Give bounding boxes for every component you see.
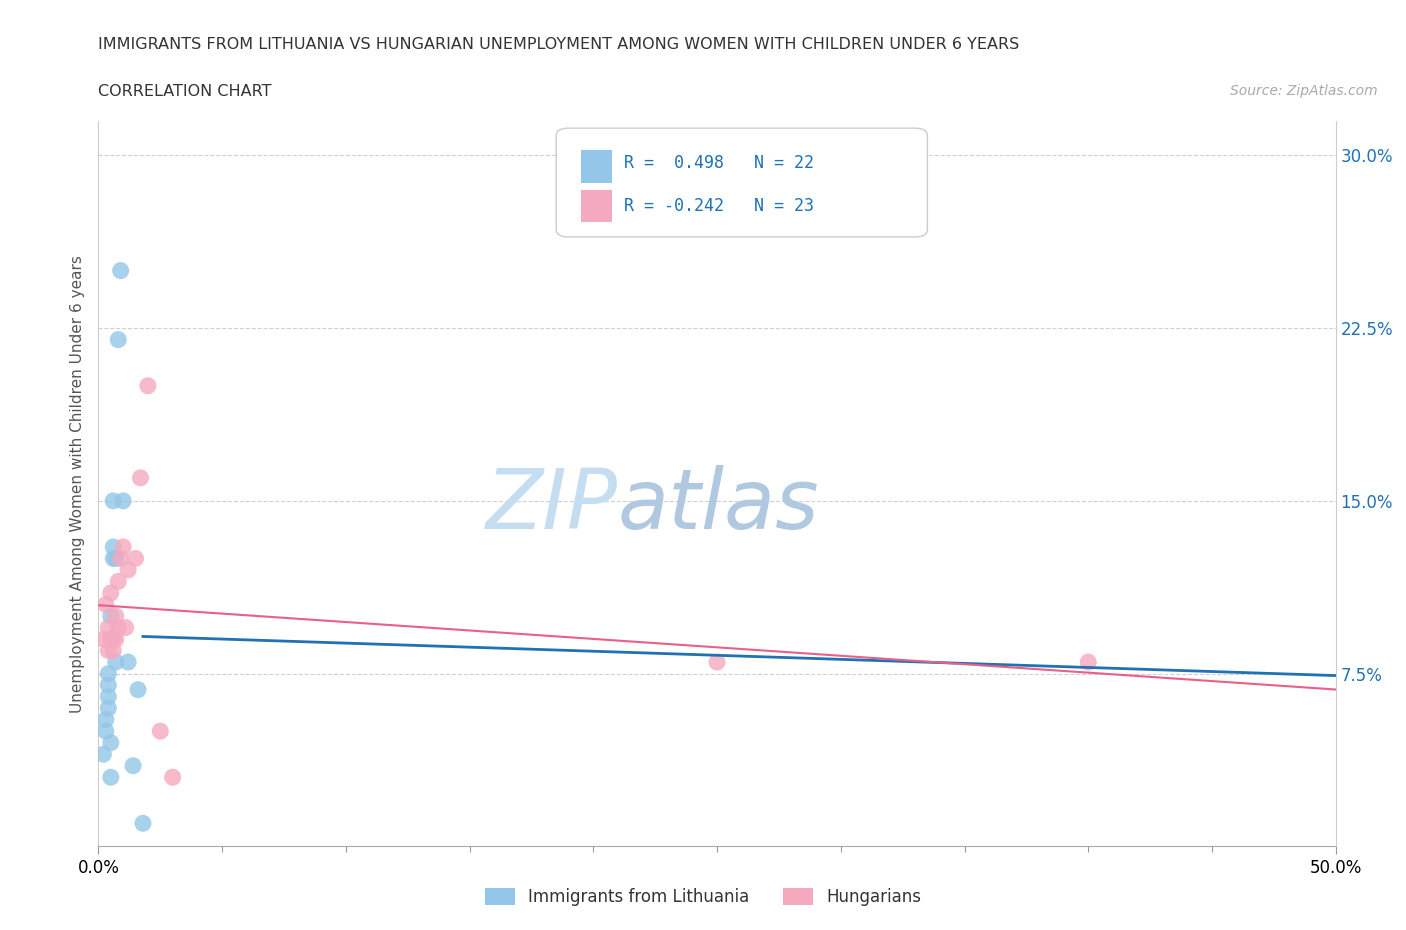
Point xyxy=(103,494,125,509)
Point xyxy=(100,736,122,751)
Point xyxy=(103,644,125,658)
Point xyxy=(112,539,135,554)
Point xyxy=(132,816,155,830)
Point xyxy=(97,644,120,658)
Point xyxy=(93,631,115,646)
Point xyxy=(127,683,149,698)
Point xyxy=(93,747,115,762)
Point xyxy=(104,631,127,646)
Point xyxy=(103,539,125,554)
Text: ZIP: ZIP xyxy=(486,465,619,546)
Point xyxy=(117,563,139,578)
Point xyxy=(104,551,127,565)
Point xyxy=(107,574,129,589)
Point xyxy=(162,770,184,785)
Point xyxy=(110,551,132,565)
Point xyxy=(94,712,117,727)
Point xyxy=(114,620,136,635)
Point xyxy=(136,379,159,393)
Point xyxy=(97,689,120,704)
Legend: Immigrants from Lithuania, Hungarians: Immigrants from Lithuania, Hungarians xyxy=(478,881,928,912)
Point xyxy=(124,551,146,565)
Text: CORRELATION CHART: CORRELATION CHART xyxy=(98,84,271,99)
FancyBboxPatch shape xyxy=(581,190,612,222)
Point xyxy=(100,770,122,785)
Point xyxy=(107,620,129,635)
Point xyxy=(107,332,129,347)
Point xyxy=(97,678,120,693)
Text: IMMIGRANTS FROM LITHUANIA VS HUNGARIAN UNEMPLOYMENT AMONG WOMEN WITH CHILDREN UN: IMMIGRANTS FROM LITHUANIA VS HUNGARIAN U… xyxy=(98,37,1019,52)
Point xyxy=(100,631,122,646)
Point xyxy=(129,471,152,485)
Point xyxy=(149,724,172,738)
Point xyxy=(104,655,127,670)
Y-axis label: Unemployment Among Women with Children Under 6 years: Unemployment Among Women with Children U… xyxy=(69,255,84,712)
Point xyxy=(97,666,120,681)
Point xyxy=(94,724,117,738)
FancyBboxPatch shape xyxy=(557,128,928,237)
Point xyxy=(103,631,125,646)
Point xyxy=(100,608,122,623)
Point xyxy=(97,620,120,635)
Text: atlas: atlas xyxy=(619,465,820,546)
Point xyxy=(103,551,125,565)
Point xyxy=(94,597,117,612)
Text: R = -0.242   N = 23: R = -0.242 N = 23 xyxy=(624,197,814,215)
Point xyxy=(100,586,122,601)
Point xyxy=(112,494,135,509)
Text: R =  0.498   N = 22: R = 0.498 N = 22 xyxy=(624,154,814,172)
Point xyxy=(122,758,145,773)
Point xyxy=(104,608,127,623)
Point xyxy=(117,655,139,670)
Point xyxy=(97,700,120,715)
Point xyxy=(110,263,132,278)
Point xyxy=(1077,655,1099,670)
Text: Source: ZipAtlas.com: Source: ZipAtlas.com xyxy=(1230,84,1378,98)
FancyBboxPatch shape xyxy=(581,150,612,182)
Point xyxy=(706,655,728,670)
